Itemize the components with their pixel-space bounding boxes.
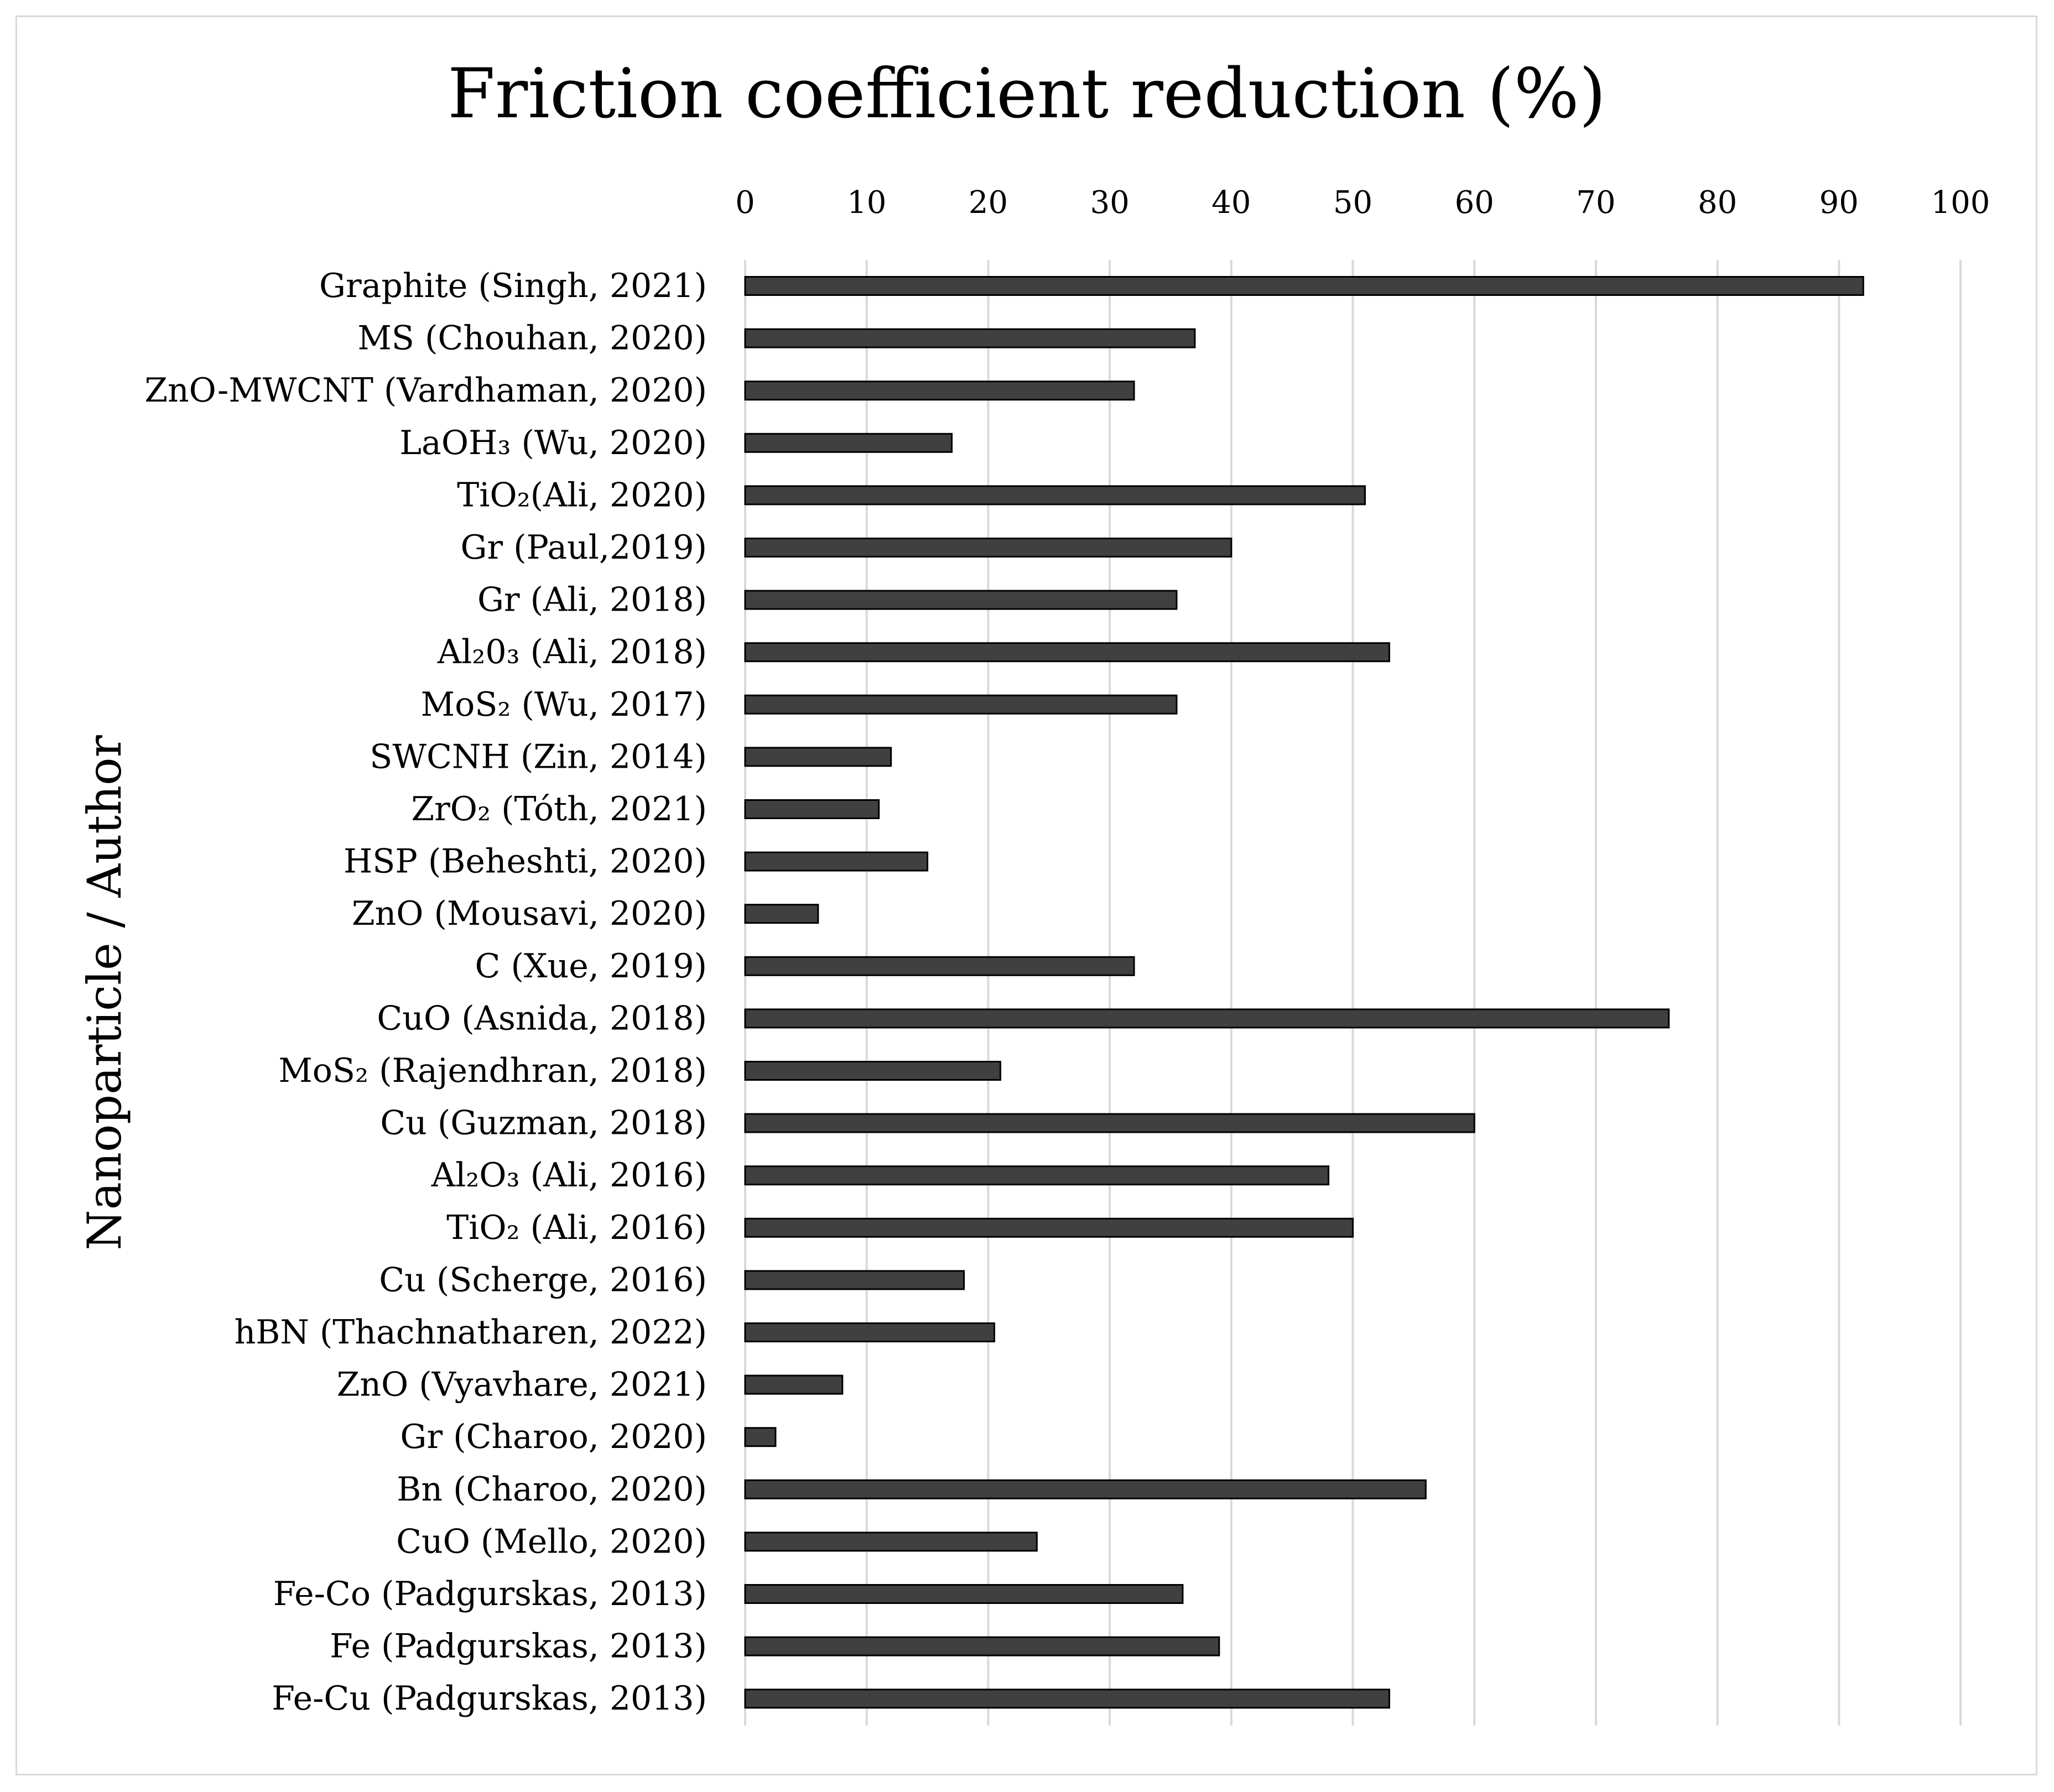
bar — [744, 1584, 1184, 1604]
bar — [744, 694, 1178, 715]
category-label: C (Xue, 2019) — [475, 947, 707, 986]
category-label: LaOH₃ (Wu, 2020) — [399, 424, 707, 462]
category-label: TiO₂(Ali, 2020) — [457, 476, 707, 514]
category-label: Cu (Guzman, 2018) — [380, 1104, 707, 1143]
x-tick-label: 20 — [969, 185, 1008, 221]
category-label: ZnO (Mousavi, 2020) — [352, 894, 707, 933]
bar — [744, 642, 1390, 663]
bar — [744, 538, 1233, 558]
category-label: Bn (Charoo, 2020) — [397, 1470, 707, 1509]
category-label: Gr (Paul,2019) — [460, 528, 707, 567]
bar — [744, 590, 1178, 610]
category-label: TiO₂ (Ali, 2016) — [446, 1208, 707, 1247]
bars — [744, 276, 1864, 1709]
category-label: MoS₂ (Rajendhran, 2018) — [278, 1051, 707, 1090]
x-tick-label: 30 — [1090, 185, 1129, 221]
bar — [744, 1270, 965, 1290]
bar — [744, 1113, 1475, 1133]
bar — [744, 851, 929, 872]
category-label: Fe-Co (Padgurskas, 2013) — [273, 1575, 707, 1613]
x-tick-label: 70 — [1576, 185, 1615, 221]
category-labels: Graphite (Singh, 2021) MS (Chouhan, 2020)… — [144, 267, 707, 1718]
category-label: Al₂O₃ (Ali, 2016) — [431, 1156, 707, 1195]
x-tick-label: 0 — [735, 185, 755, 221]
x-tick-label: 40 — [1211, 185, 1251, 221]
bar — [744, 433, 953, 453]
bar — [744, 1531, 1038, 1552]
bar — [744, 1322, 995, 1342]
bar — [744, 276, 1864, 296]
x-tick-label: 100 — [1931, 185, 1990, 221]
bar — [744, 1008, 1670, 1029]
category-label: Fe (Padgurskas, 2013) — [330, 1627, 707, 1666]
bar — [744, 1636, 1220, 1656]
category-label: Al₂0₃ (Ali, 2018) — [437, 633, 707, 671]
gridlines — [744, 260, 1962, 1726]
bar — [744, 1689, 1390, 1709]
category-label: Cu (Scherge, 2016) — [379, 1260, 707, 1299]
bar — [744, 904, 819, 924]
bar — [744, 956, 1135, 976]
category-label: ZnO (Vyavhare, 2021) — [337, 1366, 707, 1404]
x-tick-label: 50 — [1333, 185, 1372, 221]
bar — [744, 328, 1196, 348]
category-label: MoS₂ (Wu, 2017) — [421, 685, 707, 724]
bar — [744, 1427, 777, 1447]
category-label: Fe-Cu (Padgurskas, 2013) — [272, 1679, 707, 1718]
y-axis-label: Nanoparticle / Author — [77, 734, 132, 1250]
category-label: ZrO₂ (Tóth, 2021) — [411, 790, 707, 829]
bar — [744, 381, 1135, 401]
bar — [744, 485, 1366, 506]
x-axis-ticks: 0 10 20 30 40 50 60 70 80 90 100 — [735, 185, 1990, 221]
category-label: Gr (Charoo, 2020) — [400, 1418, 707, 1456]
bar — [744, 1061, 1001, 1081]
x-tick-label: 90 — [1819, 185, 1859, 221]
category-label: hBN (Thachnatharen, 2022) — [235, 1313, 707, 1352]
bar — [744, 1217, 1354, 1238]
bar — [744, 1374, 844, 1395]
category-label: Graphite (Singh, 2021) — [319, 267, 707, 305]
category-label: HSP (Beheshti, 2020) — [344, 842, 707, 881]
category-label: MS (Chouhan, 2020) — [357, 319, 707, 358]
category-label: CuO (Asnida, 2018) — [377, 999, 707, 1038]
x-tick-label: 60 — [1455, 185, 1494, 221]
bar — [744, 747, 892, 767]
bar — [744, 1165, 1330, 1186]
chart-title: Friction coefficient reduction (%) — [448, 54, 1606, 134]
category-label: ZnO-MWCNT (Vardhaman, 2020) — [144, 371, 707, 410]
x-tick-label: 10 — [847, 185, 886, 221]
bar — [744, 799, 880, 819]
category-label: CuO (Mello, 2020) — [396, 1522, 707, 1561]
x-tick-label: 80 — [1698, 185, 1737, 221]
category-label: SWCNH (Zin, 2014) — [370, 737, 707, 776]
category-label: Gr (Ali, 2018) — [477, 581, 707, 619]
bar — [744, 1479, 1427, 1499]
